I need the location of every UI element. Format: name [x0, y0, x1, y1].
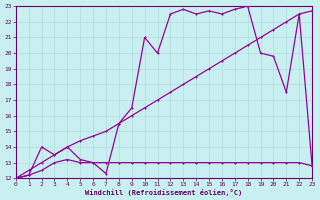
X-axis label: Windchill (Refroidissement éolien,°C): Windchill (Refroidissement éolien,°C)	[85, 189, 243, 196]
